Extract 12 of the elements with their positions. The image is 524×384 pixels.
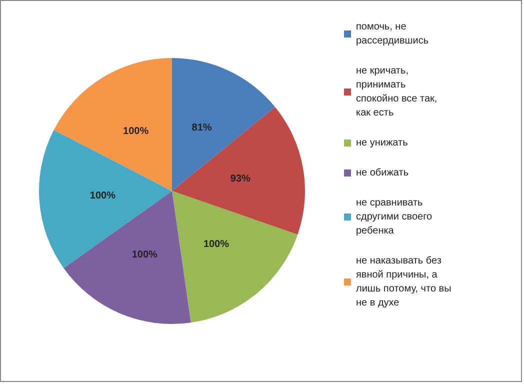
legend-label: не кричать, принимать спокойно все так, как есть	[356, 66, 440, 118]
legend-label: не сравнивать сдругими своего ребенка	[356, 198, 435, 236]
data-label: 81%	[192, 122, 212, 134]
data-label: 100%	[123, 126, 149, 138]
legend-label: не наказывать без явной причины, а лишь потому, что вы не в духе	[356, 256, 454, 308]
data-label: 100%	[90, 190, 116, 202]
data-label: 93%	[230, 173, 251, 184]
data-label: 100%	[132, 249, 158, 260]
legend-label: не унижать	[356, 138, 408, 148]
data-label: 100%	[203, 239, 230, 250]
legend-label: не обижать	[356, 168, 409, 178]
legend-label: помочь, не рассердившись	[356, 22, 429, 46]
